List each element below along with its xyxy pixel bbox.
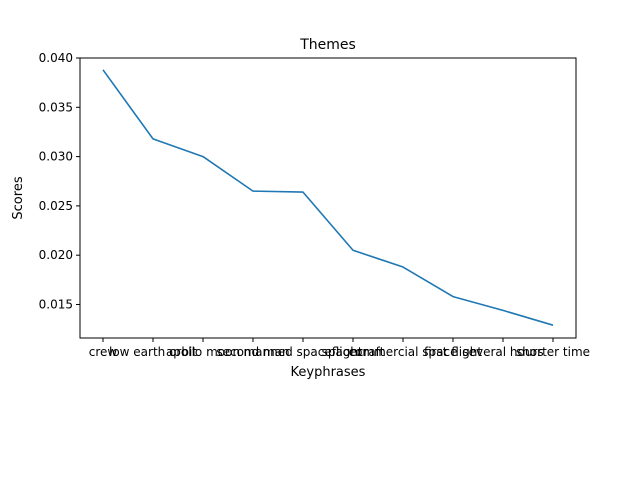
plot-area-frame: [79, 57, 577, 339]
x-tick-label: crew: [89, 345, 118, 359]
y-tick-label: 0.030: [39, 150, 73, 164]
x-tick-label: shorter time: [516, 345, 590, 359]
x-tick-label: several hours: [462, 345, 543, 359]
y-axis: 0.015 0.020 0.025 0.030 0.035 0.040: [39, 51, 80, 311]
x-tick-label: commercial space: [348, 345, 457, 359]
y-axis-label: Scores: [11, 176, 26, 219]
y-tick-label: 0.025: [39, 199, 73, 213]
y-tick-label: 0.020: [39, 248, 73, 262]
x-tick-label: low earth orbit: [109, 345, 197, 359]
series-line: [102, 69, 554, 326]
x-tick-label: first flight: [424, 345, 482, 359]
x-tick-label: apollo moon: [166, 345, 240, 359]
x-axis-label: Keyphrases: [291, 365, 366, 380]
x-tick-label: second man: [216, 345, 289, 359]
y-tick-label: 0.015: [39, 297, 73, 311]
x-tick-label: manned spaceflight: [243, 345, 362, 359]
x-tick-label: spacecraft: [322, 345, 385, 359]
y-tick-label: 0.035: [39, 100, 73, 114]
y-tick-label: 0.040: [39, 51, 73, 65]
chart-title: Themes: [299, 37, 356, 53]
